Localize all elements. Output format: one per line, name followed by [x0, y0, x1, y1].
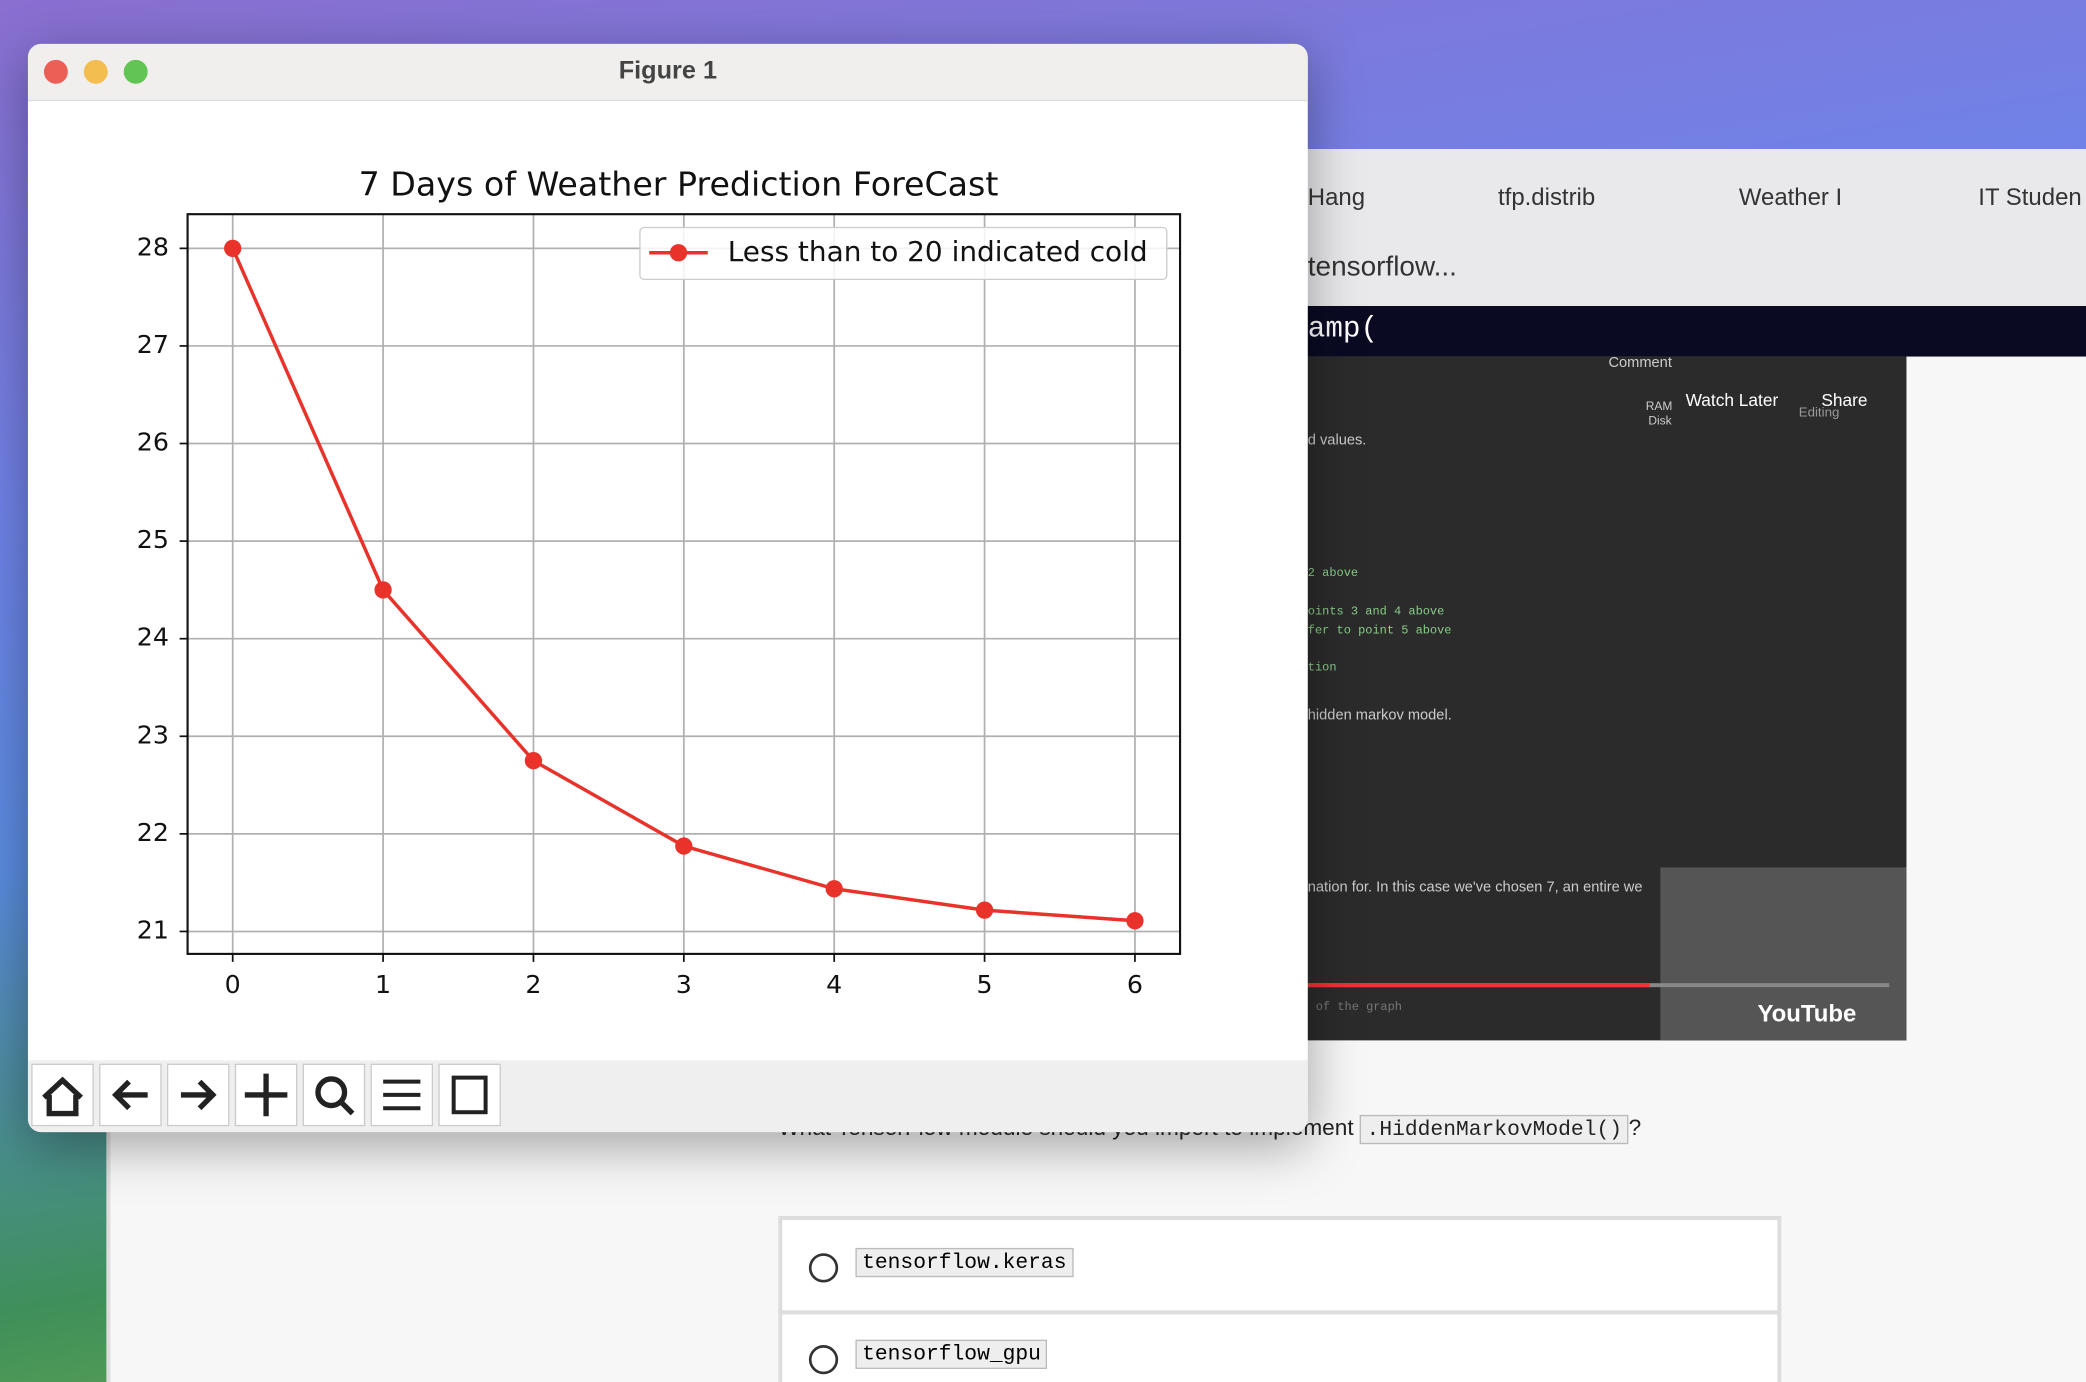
tab[interactable]: IT Studen [1978, 183, 2082, 211]
legend-box [639, 226, 1168, 281]
x-tick-label: 1 [375, 970, 391, 999]
minimize-button[interactable] [83, 59, 108, 84]
video-text: nation for. In this case we've chosen 7,… [1307, 879, 1643, 896]
figure-window: Figure 1 7 Days of Weather Prediction Fo… [27, 43, 1308, 1133]
home-button[interactable] [31, 1063, 94, 1127]
question-code: .HiddenMarkovModel() [1359, 1114, 1629, 1145]
tab[interactable]: tfp.distrib [1498, 183, 1596, 211]
zoom-icon [315, 1076, 348, 1109]
back-icon [111, 1079, 148, 1111]
save-button[interactable] [438, 1063, 501, 1127]
video-text: hidden markov model. [1307, 707, 1452, 724]
window-title: Figure 1 [618, 57, 718, 86]
point [675, 837, 693, 855]
video-control[interactable]: Comment [1608, 355, 1672, 372]
x-tick-label: 5 [977, 970, 993, 999]
video-control[interactable]: Share [1821, 389, 1868, 410]
tab[interactable]: Weather I [1738, 183, 1843, 211]
video-text: RAM [1645, 399, 1673, 413]
x-tick-label: 4 [826, 970, 842, 999]
chart: 7 Days of Weather Prediction ForeCast 0 1… [137, 165, 1182, 999]
y-tick-label: 23 [137, 720, 169, 749]
y-tick-label: 25 [137, 525, 169, 554]
y-tick-label: 21 [137, 915, 169, 944]
question-end: ? [1628, 1114, 1642, 1141]
toolbar [27, 1060, 1308, 1133]
video-text: d values. [1307, 432, 1367, 449]
pan-icon [244, 1073, 288, 1117]
save-icon [451, 1075, 488, 1115]
webcam-overlay [1660, 867, 1907, 1041]
point [825, 880, 843, 898]
x-tick-label: 6 [1127, 970, 1143, 999]
zoom-icon-handle [340, 1101, 355, 1116]
video-text: 2 above [1307, 566, 1359, 581]
legend-marker [669, 244, 688, 262]
zoom-button[interactable] [123, 59, 148, 84]
video-control[interactable]: Watch Later [1685, 389, 1779, 410]
x-tick-label: 3 [676, 970, 692, 999]
video-text: tion [1307, 661, 1337, 675]
address-bar[interactable]: tensorflow... [1307, 251, 1457, 283]
point [524, 752, 543, 770]
site-logo[interactable]: amp( [1307, 312, 1379, 346]
configure-icon [383, 1079, 421, 1111]
x-tick-label: 2 [525, 970, 541, 999]
point [374, 581, 392, 599]
video-text: of the graph [1315, 1000, 1402, 1014]
zoom-tool-button[interactable] [302, 1063, 366, 1127]
point [224, 239, 242, 257]
radio[interactable] [808, 1253, 839, 1283]
toolbar-icons [31, 1063, 501, 1127]
radio[interactable] [808, 1345, 839, 1375]
video-text: Disk [1648, 413, 1672, 428]
y-tick-label: 28 [137, 232, 169, 261]
option[interactable]: tensorflow.keras [855, 1247, 1074, 1278]
legend-label: Less than to 20 indicated cold [728, 235, 1148, 268]
plot-frame [186, 213, 1182, 955]
option[interactable]: tensorflow_gpu [855, 1339, 1048, 1369]
close-button[interactable] [43, 59, 68, 84]
home-icon [42, 1076, 83, 1117]
video-text: fer to point 5 above [1307, 623, 1452, 638]
y-tick-label: 27 [137, 330, 169, 359]
point [975, 901, 994, 919]
title-bar: Figure 1 [27, 43, 1308, 102]
y-tick-label: 24 [137, 623, 169, 652]
chart-title: 7 Days of Weather Prediction ForeCast [359, 165, 999, 204]
tab[interactable]: Hang [1307, 183, 1366, 211]
y-tick-label: 22 [137, 818, 169, 847]
y-tick-label: 26 [137, 428, 169, 457]
option-code: tensorflow.keras [855, 1247, 1074, 1278]
video-text: Editing [1798, 405, 1840, 421]
progress-bar[interactable] [1303, 983, 1890, 988]
point [1126, 912, 1144, 930]
youtube-logo[interactable]: YouTube [1757, 1000, 1857, 1028]
option-code: tensorflow_gpu [855, 1339, 1048, 1369]
forward-icon [180, 1079, 217, 1111]
x-tick-label: 0 [225, 970, 241, 999]
video-text: oints 3 and 4 above [1307, 605, 1445, 619]
